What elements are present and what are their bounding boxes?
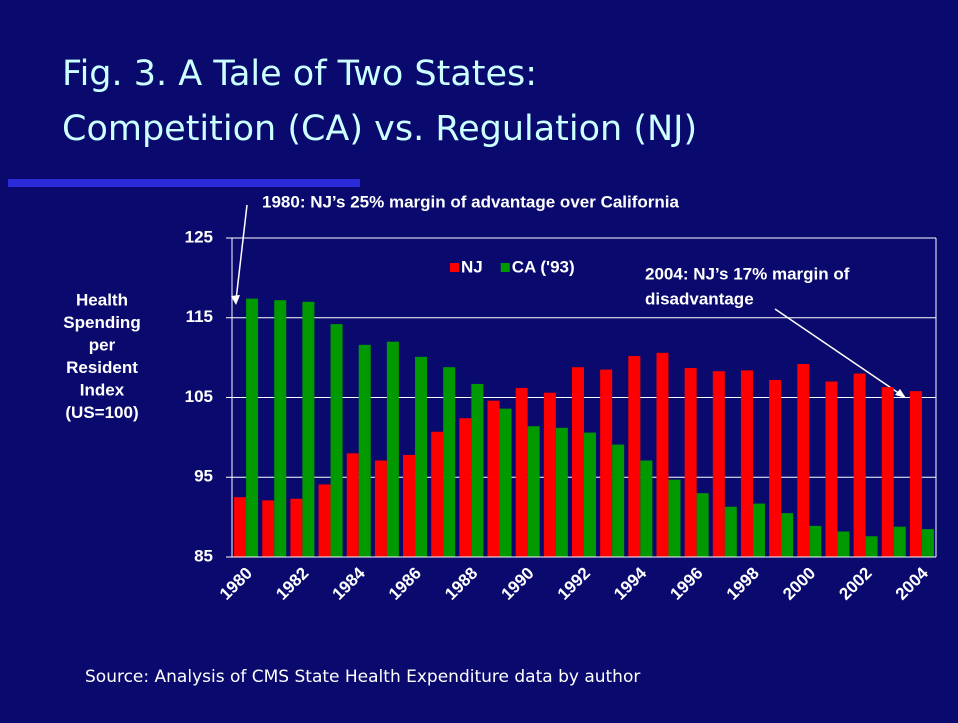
bar [527,426,540,557]
y-tick-label: 115 [186,307,213,326]
bar [853,373,866,557]
bar [769,379,782,557]
arrow [774,308,901,395]
x-tick-label: 2002 [835,564,875,604]
bar [712,371,725,557]
bar [640,460,653,557]
bar [415,356,428,557]
bar [572,367,584,557]
bar [471,383,484,557]
bar [921,529,934,557]
bar [797,364,810,557]
x-tick-label: 1982 [272,564,312,604]
bar [825,381,838,557]
bar [612,444,625,557]
bar [386,341,399,557]
chart-title: Competition (CA) vs. Regulation (NJ) [62,109,697,149]
bar [358,344,371,557]
annotation: disadvantage [645,289,754,308]
bar [909,391,922,557]
x-tick-label: 1980 [216,564,256,604]
source: Source: Analysis of CMS State Health Exp… [85,667,640,687]
bar [865,536,878,557]
bar [290,498,303,557]
bar [302,301,315,557]
bar [443,367,456,557]
annotation: 2004: NJ’s 17% margin of [645,264,850,283]
bar [881,387,894,557]
y-axis-label: Health [76,290,128,309]
y-tick-label: 105 [185,387,213,406]
bar [459,418,472,557]
x-tick-label: 1998 [723,564,763,604]
bar [543,392,556,557]
bar [684,367,697,557]
x-tick-label: 1994 [610,563,651,604]
bar [724,506,737,557]
legend-label: NJ [461,257,483,276]
bar [262,500,275,557]
bar [346,453,359,557]
x-tick-label: 1992 [554,564,594,604]
y-tick-label: 125 [185,227,213,246]
x-tick-label: 1984 [329,563,370,604]
bar [499,408,512,557]
bar [752,503,765,557]
x-tick-label: 1988 [441,564,481,604]
y-tick-label: 85 [194,546,213,565]
y-axis-label: per [89,335,116,354]
arrow-head [895,389,906,398]
bar [600,369,613,557]
bar [431,431,444,557]
x-tick-label: 1986 [385,564,425,604]
legend-label: CA ('93) [512,257,575,276]
y-axis-label: Resident [66,358,138,377]
bar [837,531,850,557]
title-rule [8,179,360,187]
bar [656,352,669,557]
y-tick-label: 95 [194,467,213,486]
bar [696,493,709,557]
bar [274,300,287,557]
bar [403,454,416,557]
bar [515,387,528,557]
legend-swatch [500,263,510,272]
x-tick-label: 2004 [892,563,933,604]
arrow [235,204,248,301]
bar [809,525,822,557]
x-tick-label: 1990 [497,564,537,604]
bar [234,497,247,557]
chart-title: Fig. 3. A Tale of Two States: [62,54,537,94]
bar [487,400,500,557]
annotation: 1980: NJ’s 25% margin of advantage over … [262,192,680,211]
bar [584,432,596,557]
bar [318,484,331,557]
bar [330,324,343,557]
legend-swatch [450,263,459,272]
x-tick-label: 1996 [666,564,706,604]
y-axis-label: Spending [63,313,140,332]
bar [740,370,753,557]
bar [246,298,259,557]
bar [555,427,568,557]
y-axis-label: Index [80,380,125,399]
arrow-head [231,295,240,305]
bar [668,479,681,557]
bar [893,526,906,557]
bar [781,513,794,557]
x-tick-label: 2000 [779,564,819,604]
bar [628,356,641,557]
bar [374,460,387,557]
y-axis-label: (US=100) [65,403,138,422]
